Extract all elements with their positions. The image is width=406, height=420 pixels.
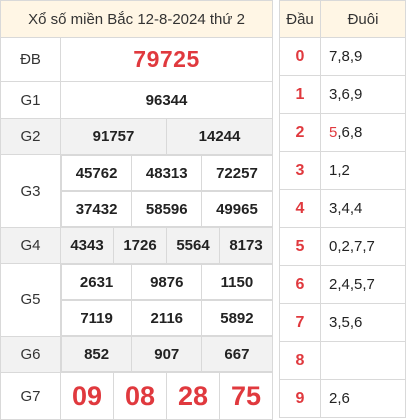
prize-g5-4: 7119 bbox=[60, 300, 133, 336]
label-g3: G3 bbox=[0, 154, 61, 228]
dau-9: 9 bbox=[279, 379, 321, 418]
prize-g3-1: 45762 bbox=[60, 155, 133, 191]
duoi-8 bbox=[320, 341, 406, 380]
prize-g7-3: 28 bbox=[166, 372, 220, 420]
prize-g3-6: 49965 bbox=[201, 191, 273, 227]
prize-g4-2: 1726 bbox=[113, 227, 167, 264]
dau-1: 1 bbox=[279, 75, 321, 114]
duoi-4: 3,4,4 bbox=[320, 189, 406, 228]
prize-g4-4: 8173 bbox=[218, 227, 274, 264]
prize-g3-2: 48313 bbox=[131, 155, 203, 191]
label-g1: G1 bbox=[0, 81, 61, 119]
prize-g7-1: 09 bbox=[60, 372, 114, 420]
prize-g2-2: 14244 bbox=[165, 118, 274, 155]
prize-g5-2: 9876 bbox=[131, 264, 203, 300]
dau-0: 0 bbox=[279, 37, 321, 76]
label-g2: G2 bbox=[0, 118, 61, 155]
label-g4: G4 bbox=[0, 227, 61, 264]
prize-db: 79725 bbox=[59, 37, 274, 82]
results-title: Xổ số miền Bắc 12-8-2024 thứ 2 bbox=[0, 0, 274, 38]
dau-6: 6 bbox=[279, 265, 321, 304]
label-g7: G7 bbox=[0, 372, 61, 420]
label-g6: G6 bbox=[0, 335, 61, 373]
dau-5: 5 bbox=[279, 227, 321, 266]
duoi-0: 7,8,9 bbox=[320, 37, 406, 76]
prize-g1: 96344 bbox=[59, 81, 274, 119]
prize-g3-4: 37432 bbox=[60, 191, 133, 227]
dau-7: 7 bbox=[279, 303, 321, 342]
duoi-9: 2,6 bbox=[320, 379, 406, 418]
prize-g6-1: 852 bbox=[60, 336, 133, 372]
duoi-2: 5,6,8 bbox=[320, 113, 406, 152]
prize-g3-3: 72257 bbox=[201, 155, 273, 191]
prize-g6-2: 907 bbox=[131, 336, 203, 372]
duoi-2-highlight: 5 bbox=[329, 124, 338, 141]
dau-4: 4 bbox=[279, 189, 321, 228]
prize-g7-4: 75 bbox=[218, 372, 274, 420]
label-g5: G5 bbox=[0, 263, 61, 337]
prize-g5-3: 1150 bbox=[201, 264, 273, 300]
duoi-7: 3,5,6 bbox=[320, 303, 406, 342]
duoi-2-rest: ,6,8 bbox=[337, 124, 363, 141]
prize-g7-2: 08 bbox=[113, 372, 167, 420]
dau-3: 3 bbox=[279, 151, 321, 190]
header-dau: Đầu bbox=[279, 0, 321, 38]
dau-2: 2 bbox=[279, 113, 321, 152]
header-duoi: Đuôi bbox=[320, 0, 406, 38]
prize-g5-1: 2631 bbox=[60, 264, 133, 300]
label-db: ĐB bbox=[0, 37, 61, 82]
dau-8: 8 bbox=[279, 341, 321, 380]
prize-g4-1: 4343 bbox=[60, 227, 114, 264]
prize-g5-5: 2116 bbox=[131, 300, 203, 336]
duoi-5: 0,2,7,7 bbox=[320, 227, 406, 266]
duoi-3: 1,2 bbox=[320, 151, 406, 190]
dau-duoi-table: Đầu Đuôi 0 7,8,9 1 3,6,9 2 5,6,8 3 1,2 4… bbox=[279, 0, 406, 418]
prize-g3-5: 58596 bbox=[131, 191, 203, 227]
prize-g6-3: 667 bbox=[201, 336, 273, 372]
results-table: Xổ số miền Bắc 12-8-2024 thứ 2 ĐB 79725 … bbox=[0, 0, 274, 420]
duoi-1: 3,6,9 bbox=[320, 75, 406, 114]
prize-g4-3: 5564 bbox=[166, 227, 220, 264]
prize-g2-1: 91757 bbox=[60, 118, 167, 155]
duoi-6: 2,4,5,7 bbox=[320, 265, 406, 304]
prize-g5-6: 5892 bbox=[201, 300, 273, 336]
